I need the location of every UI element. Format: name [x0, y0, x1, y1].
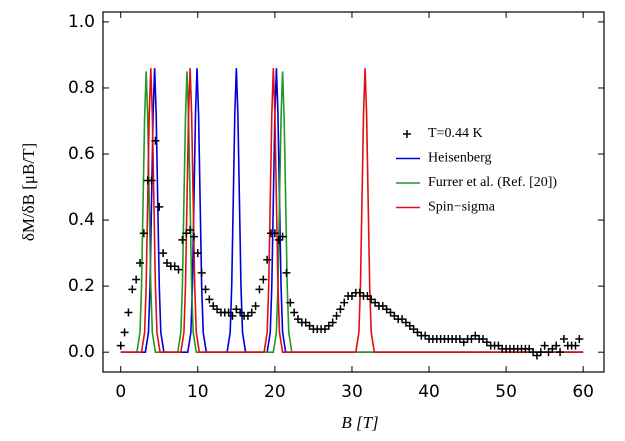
data-point	[139, 229, 148, 238]
series-line	[120, 71, 584, 353]
data-point	[270, 229, 279, 238]
data-point	[263, 255, 272, 264]
data-point	[147, 176, 156, 185]
y-tick-label: 0.6	[68, 144, 95, 164]
x-tick-label: 20	[264, 382, 286, 402]
data-point	[290, 308, 299, 317]
data-point	[151, 136, 160, 145]
data-point	[116, 341, 125, 350]
data-point	[559, 334, 568, 343]
data-point	[205, 295, 214, 304]
data-point	[255, 285, 264, 294]
data-point	[120, 328, 129, 337]
legend-label: Spin−sigma	[428, 200, 496, 215]
data-point	[228, 311, 237, 320]
data-point	[186, 225, 195, 234]
data-point	[135, 259, 144, 268]
legend-label: Heisenberg	[428, 151, 492, 166]
data-point	[197, 268, 206, 277]
data-point	[124, 308, 133, 317]
data-point	[128, 285, 137, 294]
data-point	[552, 341, 561, 350]
series-line	[120, 68, 584, 353]
legend-label: Furrer et al. (Ref. [20])	[428, 175, 557, 190]
y-tick-label: 0.0	[68, 342, 95, 362]
data-point	[328, 318, 337, 327]
data-point	[282, 268, 291, 277]
data-point	[159, 249, 168, 258]
data-point	[556, 348, 565, 357]
x-tick-label: 30	[341, 382, 363, 402]
data-point	[155, 202, 164, 211]
data-point	[336, 305, 345, 314]
data-point	[540, 341, 549, 350]
data-point	[193, 249, 202, 258]
data-point	[286, 298, 295, 307]
y-axis-label: δM/δB [μB/T]	[19, 143, 38, 241]
data-point	[247, 308, 256, 317]
data-point	[575, 334, 584, 343]
y-tick-label: 0.2	[68, 276, 95, 296]
data-point	[132, 275, 141, 284]
data-point	[571, 341, 580, 350]
legend: T=0.44 K Heisenberg Furrer et al. (Ref. [2…	[396, 126, 557, 215]
data-point	[201, 285, 210, 294]
x-tick-label: 10	[187, 382, 209, 402]
data-point	[332, 311, 341, 320]
legend-marker	[403, 130, 411, 138]
data-point	[189, 232, 198, 241]
x-tick-label: 50	[495, 382, 517, 402]
plot-frame	[102, 11, 605, 373]
y-tick-label: 0.4	[68, 210, 95, 230]
data-point	[536, 348, 545, 357]
x-tick-label: 60	[572, 382, 594, 402]
legend-label: T=0.44 K	[428, 126, 483, 141]
data-point	[178, 235, 187, 244]
data-point	[340, 298, 349, 307]
x-axis-label: B [T]	[341, 413, 378, 432]
y-tick-label: 1.0	[68, 12, 95, 32]
data-point	[278, 232, 287, 241]
x-tick-label: 0	[115, 382, 126, 402]
data-point	[259, 275, 268, 284]
y-tick-label: 0.8	[68, 78, 95, 98]
x-tick-label: 40	[418, 382, 440, 402]
data-point	[174, 265, 183, 274]
data-point	[251, 301, 260, 310]
